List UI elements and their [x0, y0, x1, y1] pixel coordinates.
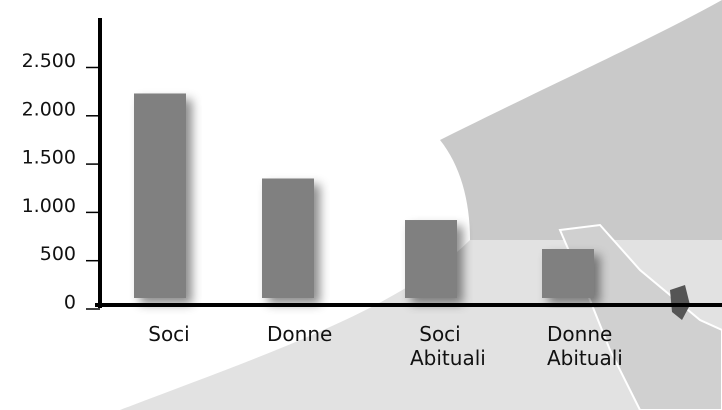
bar: [262, 178, 314, 298]
bar: [405, 220, 457, 298]
x-tick-label: Soci Abituali: [410, 322, 486, 370]
bar: [542, 249, 594, 298]
x-tick-label: Donne: [267, 322, 333, 346]
y-tick-label: 0: [64, 292, 76, 314]
x-tick-label: Donne Abituali: [547, 322, 623, 370]
y-tick-label: 500: [40, 243, 76, 265]
y-tick-label: 1.500: [22, 147, 76, 169]
y-tick-label: 2.500: [22, 50, 76, 72]
x-tick-label: Soci: [148, 322, 190, 346]
y-tick-label: 1.000: [22, 195, 76, 217]
bar: [134, 93, 186, 298]
y-tick-label: 2.000: [22, 98, 76, 120]
